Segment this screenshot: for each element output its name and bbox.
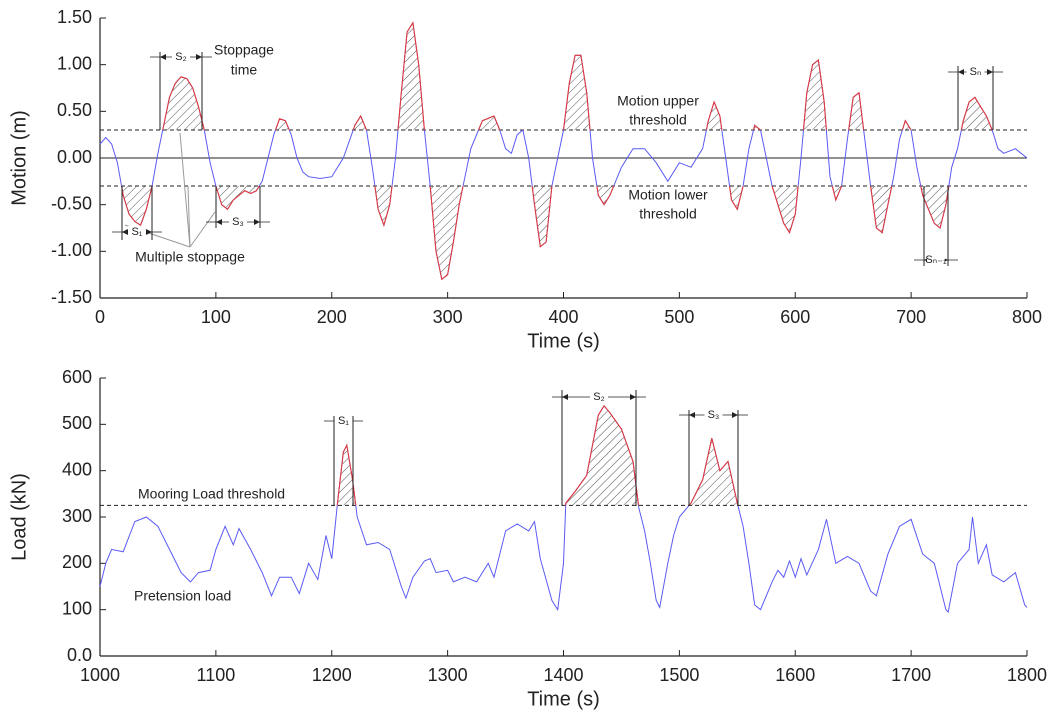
leader-line (189, 211, 216, 248)
x-tick-label: 1100 (197, 665, 236, 685)
y-tick-label: 300 (62, 506, 92, 526)
span-label: S₁ (131, 226, 142, 238)
exceedance-hatch (337, 405, 738, 506)
y-tick-label: -0.50 (51, 193, 92, 213)
y-tick-label: 0.50 (57, 100, 92, 120)
annotation: Pretension load (134, 588, 231, 604)
x-tick-label: 300 (433, 307, 463, 327)
y-tick-label: 0.00 (57, 147, 92, 167)
x-axis-label: Time (s) (527, 330, 600, 352)
y-tick-label: 600 (62, 367, 92, 387)
span-label-bg (334, 415, 353, 427)
span-arrow (689, 412, 738, 418)
y-tick-label: -1.00 (51, 240, 92, 260)
x-tick-label: 1200 (312, 665, 352, 685)
y-tick-label: 200 (62, 552, 92, 572)
leader-line (187, 185, 191, 248)
span-label: S₁ (338, 415, 349, 427)
annotation: Motion upper (617, 93, 699, 109)
x-tick-label: 600 (780, 307, 810, 327)
data-line (99, 404, 1028, 614)
annotation: Mooring Load threshold (138, 486, 285, 502)
x-tick-label: 200 (317, 307, 347, 327)
y-tick-label: 1.50 (57, 7, 92, 27)
annotation: time (231, 62, 258, 78)
span-label: S₂ (593, 391, 605, 403)
span-label-bg (229, 216, 247, 228)
x-tick-label: 800 (1012, 307, 1042, 327)
x-tick-label: 100 (201, 307, 231, 327)
x-tick-label: 1400 (543, 665, 583, 685)
span-label: S₃ (232, 216, 244, 228)
exceedance-line (120, 186, 950, 281)
span-label: Sₙ₋₁ (925, 254, 947, 266)
leader-line (179, 132, 191, 248)
exceedance-hatch (100, 22, 1027, 130)
annotation: Multiple stoppage (135, 249, 245, 265)
span-label-bg (128, 226, 146, 238)
x-tick-label: 1700 (891, 665, 931, 685)
x-tick-label: 1000 (80, 665, 120, 685)
x-tick-label: 0 (95, 307, 105, 327)
annotation: threshold (629, 112, 687, 128)
span-label-bg (966, 66, 985, 78)
x-axis-label: Time (s) (527, 688, 600, 710)
y-tick-label: 100 (62, 598, 92, 618)
y-tick-label: 0.0 (67, 645, 92, 665)
x-tick-label: 1800 (1007, 665, 1047, 685)
x-tick-label: 700 (896, 307, 926, 327)
y-axis-label: Load (kN) (8, 473, 30, 561)
x-tick-label: 1500 (659, 665, 699, 685)
span-label: S₃ (708, 409, 720, 421)
span-label: S₂ (175, 51, 187, 63)
annotation: threshold (639, 206, 697, 222)
span-label-bg (704, 409, 723, 421)
annotation: Motion lower (628, 187, 708, 203)
y-tick-label: 400 (62, 459, 92, 479)
x-tick-label: 1600 (775, 665, 815, 685)
y-tick-label: 500 (62, 413, 92, 433)
span-label: Sₙ (970, 66, 982, 78)
y-tick-label: 1.00 (57, 53, 92, 73)
span-label-bg (927, 254, 945, 266)
span-label-bg (172, 51, 190, 63)
exceedance-line (336, 404, 739, 506)
y-axis-label: Motion (m) (8, 110, 30, 206)
x-tick-label: 500 (664, 307, 694, 327)
x-tick-label: 1300 (428, 665, 468, 685)
span-label-bg (590, 391, 608, 403)
x-tick-label: 400 (548, 307, 578, 327)
annotation: Stoppage (214, 42, 274, 58)
y-tick-label: -1.50 (51, 287, 92, 307)
